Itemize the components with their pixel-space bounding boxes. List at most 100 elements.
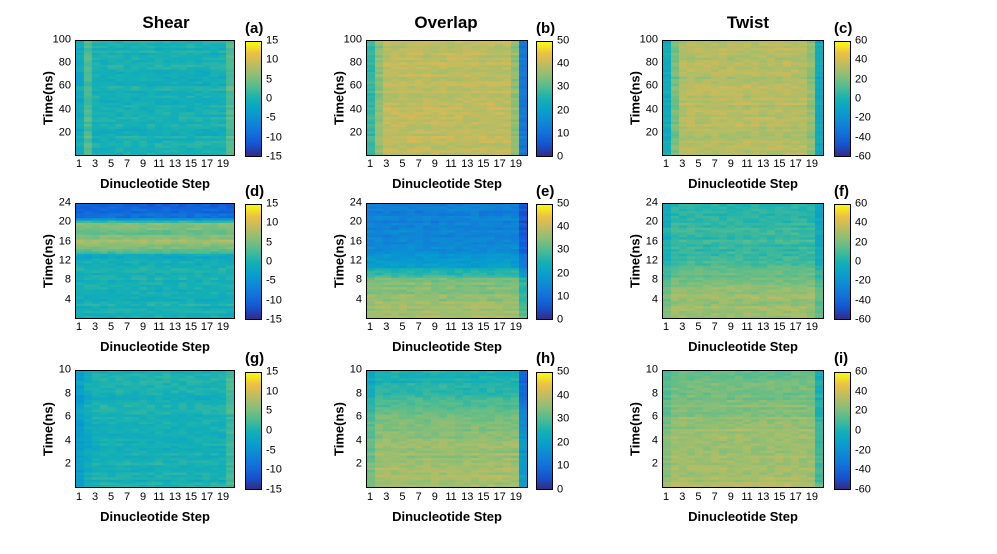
x-tick-label: 15 — [184, 158, 198, 170]
heatmap-cell — [131, 62, 140, 66]
heatmap-cell — [735, 93, 744, 97]
heatmap-cell — [511, 315, 520, 318]
heatmap-cell — [727, 124, 736, 128]
heatmap-cell — [226, 263, 234, 267]
heatmap-cell — [415, 114, 424, 118]
heatmap-cell — [131, 150, 140, 154]
heatmap-cell — [210, 93, 219, 97]
heatmap-cell — [719, 60, 728, 63]
heatmap-cell — [791, 50, 800, 54]
heatmap-cell — [162, 126, 172, 130]
heatmap-cell — [455, 261, 464, 264]
heatmap-cell — [455, 86, 464, 90]
heatmap-cell — [519, 114, 527, 118]
heatmap-cell — [767, 48, 776, 52]
heatmap-cell — [367, 55, 376, 59]
heatmap-cell — [463, 242, 472, 245]
heatmap-cell — [123, 124, 132, 128]
heatmap-cell — [503, 277, 512, 281]
heatmap-cell — [455, 145, 464, 149]
heatmap-cell — [202, 69, 211, 73]
heatmap-cell — [519, 294, 527, 298]
heatmap-cell — [162, 100, 172, 104]
heatmap-cell — [170, 60, 180, 63]
heatmap-cell — [503, 48, 512, 52]
heatmap-cell — [210, 313, 219, 317]
heatmap-cell — [194, 43, 203, 47]
heatmap-cell — [711, 50, 720, 54]
heatmap-cell — [194, 86, 203, 90]
heatmap-cell — [147, 43, 156, 47]
heatmap-cell — [407, 218, 416, 222]
heatmap-cell — [447, 211, 456, 215]
heatmap-cell — [503, 64, 512, 68]
heatmap-cell — [107, 62, 117, 66]
heatmap-cell — [407, 234, 416, 238]
heatmap-cell — [107, 208, 117, 212]
heatmap-cell — [162, 277, 172, 281]
heatmap-cell — [91, 291, 101, 295]
heatmap-cell — [423, 152, 432, 155]
heatmap-cell — [463, 138, 472, 142]
heatmap-cell — [423, 206, 432, 210]
heatmap-cell — [186, 242, 196, 245]
heatmap-cell — [735, 128, 744, 132]
heatmap-cell — [147, 119, 156, 123]
heatmap-cell — [170, 256, 180, 260]
heatmap-cell — [719, 114, 728, 118]
heatmap-cell — [415, 126, 424, 130]
heatmap-cell — [743, 150, 752, 154]
heatmap-cell — [775, 60, 784, 63]
heatmap-cell — [178, 93, 188, 97]
heatmap-cell — [799, 69, 808, 73]
heatmap-cell — [218, 239, 227, 243]
heatmap-cell — [455, 306, 464, 310]
heatmap-cell — [178, 43, 188, 47]
heatmap-cell — [511, 93, 520, 97]
heatmap-cell — [147, 263, 156, 267]
heatmap-cell — [783, 119, 792, 123]
heatmap-cell — [479, 263, 488, 267]
heatmap-cell — [423, 55, 432, 59]
heatmap-cell — [170, 230, 180, 234]
heatmap-cell — [210, 287, 219, 291]
heatmap-cell — [519, 136, 527, 139]
heatmap-cell — [759, 152, 768, 155]
heatmap-cell — [767, 126, 776, 130]
heatmap-cell — [186, 100, 196, 104]
heatmap-cell — [743, 64, 752, 68]
heatmap-cell — [703, 208, 712, 212]
heatmap-cell — [383, 95, 392, 99]
heatmap-cell — [799, 131, 808, 135]
heatmap-cell — [503, 131, 512, 135]
heatmap-cell — [210, 310, 219, 314]
heatmap-cell — [375, 230, 384, 234]
heatmap-cell — [775, 93, 784, 97]
heatmap-cell — [162, 239, 172, 243]
x-tick-label: 19 — [216, 158, 230, 170]
heatmap-cell — [511, 117, 520, 120]
heatmap-cell — [383, 131, 392, 135]
heatmap-cell — [431, 50, 440, 54]
heatmap-cell — [399, 86, 408, 90]
heatmap-cell — [123, 225, 132, 229]
heatmap-cell — [210, 265, 219, 269]
heatmap-cell — [91, 95, 101, 99]
heatmap-cell — [210, 81, 219, 85]
heatmap-cell — [391, 225, 400, 229]
heatmap-cell — [226, 114, 234, 118]
heatmap-cell — [115, 220, 124, 224]
heatmap-cell — [123, 282, 132, 286]
heatmap-cell — [367, 284, 376, 288]
heatmap-cell — [471, 261, 480, 264]
heatmap-cell — [799, 48, 808, 52]
heatmap-cell — [83, 242, 93, 245]
heatmap-cell — [463, 289, 472, 293]
panel-label-d: (d) — [245, 183, 265, 200]
heatmap-cell — [383, 239, 392, 243]
heatmap-cell — [123, 86, 132, 90]
heatmap-cell — [447, 50, 456, 54]
heatmap-cell — [679, 102, 688, 106]
heatmap-cell — [375, 227, 384, 231]
heatmap-cell — [471, 220, 480, 224]
